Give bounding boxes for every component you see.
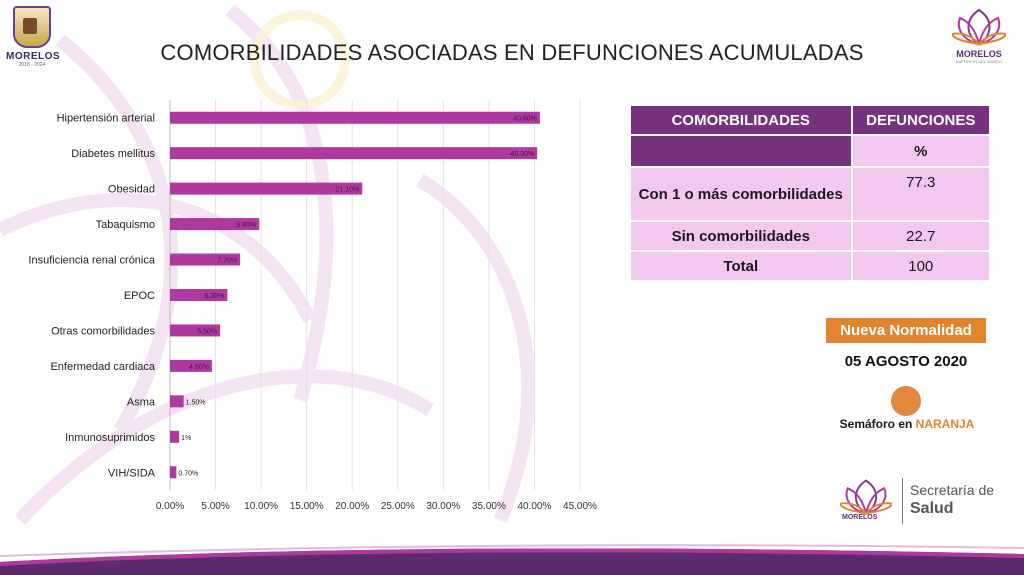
category-label: Inmunosuprimidos (65, 432, 155, 444)
semaforo-color-label: NARANJA (915, 417, 975, 431)
category-label: Otras comorbilidades (51, 325, 155, 337)
x-tick-label: 30.00% (426, 501, 460, 512)
category-label: Asma (127, 396, 156, 408)
data-label: 5.50% (197, 328, 217, 335)
category-label: Diabetes mellitus (71, 148, 155, 160)
footer-divider (902, 478, 903, 524)
semaforo-text: Semáforo en NARANJA (822, 417, 992, 431)
morelos-state-logo: MORELOS 2018 - 2024 (6, 6, 61, 68)
data-label: 1% (181, 435, 191, 442)
page-title: COMORBILIDADES ASOCIADAS EN DEFUNCIONES … (160, 40, 864, 65)
data-label: 0.70% (178, 470, 198, 477)
category-label: VIH/SIDA (108, 467, 156, 479)
x-tick-label: 0.00% (156, 501, 184, 512)
footer-secretaria: Secretaría de (910, 482, 995, 498)
x-tick-label: 20.00% (335, 501, 369, 512)
data-label: 7.70% (217, 258, 237, 265)
data-label: 40.30% (510, 151, 534, 158)
x-tick-label: 45.00% (563, 501, 597, 512)
table-row-label: Con 1 o más comorbilidades (629, 166, 853, 222)
category-label: Insuficiencia renal crónica (28, 255, 155, 267)
table-header-comorbilidades: COMORBILIDADES (629, 104, 853, 136)
x-tick-label: 25.00% (381, 501, 415, 512)
data-label: 21.10% (335, 187, 359, 194)
table-row: Sin comorbilidades 22.7 (629, 220, 991, 252)
table-row-label: Sin comorbilidades (629, 220, 853, 252)
table-row-label: Total (629, 250, 853, 282)
left-logo-state: MORELOS (6, 51, 61, 62)
table-row-value: 77.3 (850, 166, 991, 222)
data-label: 9.80% (236, 222, 256, 229)
lotus-icon (950, 8, 1008, 46)
bar (170, 289, 228, 301)
x-tick-label: 35.00% (472, 501, 506, 512)
category-label: Obesidad (108, 184, 155, 196)
category-label: Tabaquismo (96, 219, 155, 231)
data-label: 1.50% (186, 399, 206, 406)
bar (170, 466, 177, 479)
bar (170, 147, 538, 160)
bar (170, 359, 212, 372)
status-panel: Nueva Normalidad 05 AGOSTO 2020 (826, 318, 986, 416)
bar (170, 218, 260, 231)
data-label: 6.30% (205, 293, 225, 300)
phase-badge: Nueva Normalidad (826, 318, 986, 343)
morelos-brand-logo: MORELOS ANFITRIÓN DEL MUNDO (946, 6, 1012, 64)
table-unit: % (850, 134, 991, 168)
x-tick-label: 10.00% (244, 501, 278, 512)
semaforo-light-icon (891, 386, 921, 416)
bar (170, 182, 363, 195)
comorbidities-table: COMORBILIDADES DEFUNCIONES % Con 1 o más… (629, 104, 991, 282)
data-label: 4.60% (189, 364, 209, 371)
x-tick-label: 5.00% (201, 501, 229, 512)
bar (170, 111, 540, 124)
bar (170, 395, 184, 408)
bar (170, 253, 241, 266)
x-tick-label: 15.00% (290, 501, 324, 512)
footer-lotus-icon (840, 479, 892, 515)
footer-salud: Salud (910, 500, 954, 517)
right-logo-brand: MORELOS (956, 49, 1002, 59)
table-header-blank (629, 134, 853, 168)
semaforo-prefix: Semáforo en (839, 417, 913, 431)
table-row: Total 100 (629, 250, 991, 282)
data-label: 40.60% (513, 116, 537, 123)
category-label: Hipertensión arterial (57, 113, 155, 125)
right-logo-tag: ANFITRIÓN DEL MUNDO (955, 59, 1003, 64)
bottom-band-decoration (0, 544, 1024, 575)
bar (170, 430, 180, 443)
left-logo-years: 2018 - 2024 (18, 62, 46, 68)
footer-brand: MORELOS (842, 514, 878, 521)
secretaria-salud-logo: MORELOS Secretaría de Salud (840, 470, 1020, 530)
state-seal-icon (13, 6, 51, 48)
table-row-value: 22.7 (850, 220, 991, 252)
bar (170, 324, 221, 337)
category-label: EPOC (124, 290, 155, 302)
category-label: Enfermedad cardiaca (50, 361, 155, 373)
table-row-value: 100 (850, 250, 991, 282)
table-row: Con 1 o más comorbilidades 77.3 (629, 166, 991, 222)
report-date: 05 AGOSTO 2020 (844, 353, 968, 370)
comorbidities-bar-chart: 0.00% 5.00% 10.00% 15.00% 20.00% 25.00% 30.00%… (28, 100, 597, 512)
table-header-defunciones: DEFUNCIONES (850, 104, 991, 136)
x-tick-label: 40.00% (517, 501, 551, 512)
